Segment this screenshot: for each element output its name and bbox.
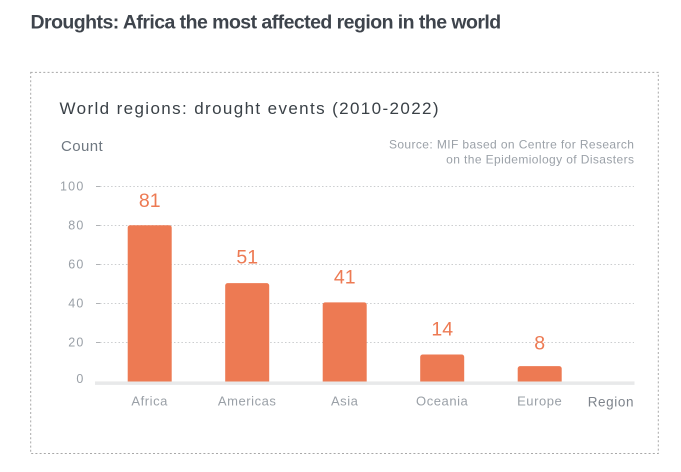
svg-text:100: 100 (60, 180, 84, 194)
svg-text:20: 20 (68, 336, 84, 350)
svg-text:Droughts: Africa the most affe: Droughts: Africa the most affected regio… (31, 11, 501, 33)
svg-text:40: 40 (68, 297, 84, 311)
svg-text:0: 0 (76, 372, 84, 386)
svg-text:60: 60 (68, 258, 84, 272)
svg-text:World regions: drought events: World regions: drought events (2010-2022… (60, 99, 440, 118)
svg-text:14: 14 (431, 319, 453, 341)
svg-text:41: 41 (334, 267, 356, 289)
svg-text:Source: MIF based on Centre fo: Source: MIF based on Centre for Research (389, 138, 634, 152)
svg-text:8: 8 (534, 332, 545, 354)
svg-text:Count: Count (61, 138, 103, 155)
svg-text:51: 51 (236, 247, 258, 269)
svg-text:Oceania: Oceania (416, 394, 468, 409)
svg-text:Africa: Africa (131, 394, 168, 409)
svg-text:Americas: Americas (218, 394, 277, 409)
svg-text:Europe: Europe (517, 394, 562, 409)
svg-text:80: 80 (68, 219, 84, 233)
svg-text:Region: Region (588, 395, 634, 410)
svg-text:Asia: Asia (331, 394, 359, 409)
svg-text:on the Epidemiology of Disaste: on the Epidemiology of Disasters (446, 152, 634, 166)
svg-text:81: 81 (139, 190, 161, 212)
